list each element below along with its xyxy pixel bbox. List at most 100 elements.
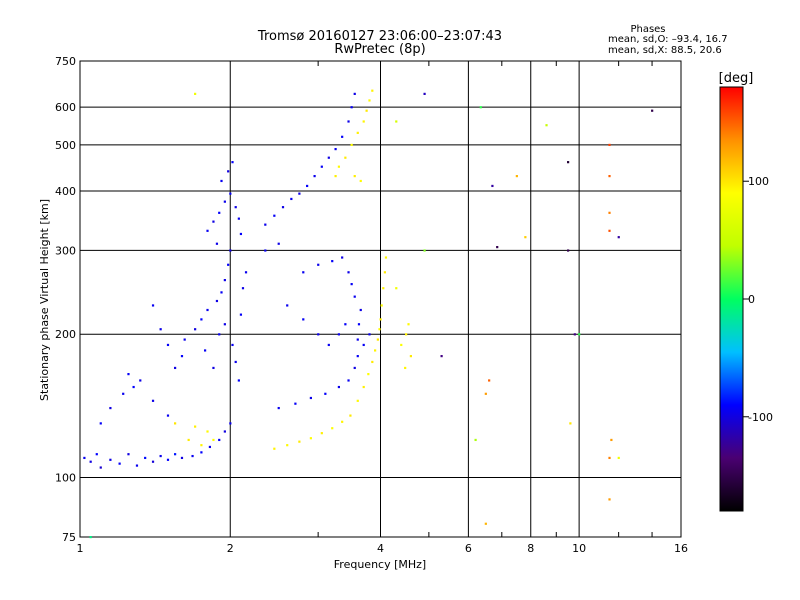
data-point bbox=[239, 313, 243, 316]
data-point bbox=[409, 355, 412, 358]
data-point bbox=[109, 458, 112, 461]
data-point bbox=[281, 206, 285, 209]
stats-line-x: mean, sd,X: 88.5, 20.6 bbox=[608, 45, 722, 56]
data-point bbox=[151, 460, 155, 463]
data-point bbox=[400, 343, 403, 347]
x-tick-label: 2 bbox=[227, 542, 234, 555]
data-point bbox=[273, 214, 276, 217]
data-point bbox=[294, 402, 297, 405]
data-point bbox=[337, 333, 341, 336]
colorbar-tick-label: -100 bbox=[748, 411, 773, 424]
chart-subtitle: RwPretec (8p) bbox=[334, 42, 425, 57]
data-point bbox=[194, 92, 197, 95]
data-point bbox=[200, 444, 203, 447]
data-point bbox=[223, 430, 226, 433]
data-point bbox=[491, 184, 494, 188]
data-point bbox=[212, 438, 215, 442]
data-point bbox=[378, 328, 381, 331]
data-point bbox=[306, 184, 309, 188]
data-point bbox=[524, 236, 527, 239]
data-point bbox=[298, 440, 301, 443]
data-point bbox=[118, 462, 121, 465]
data-point bbox=[356, 131, 359, 134]
data-point bbox=[223, 200, 226, 203]
data-point bbox=[349, 414, 352, 417]
data-point bbox=[89, 460, 92, 463]
y-tick-label: 750 bbox=[55, 55, 76, 68]
data-point bbox=[484, 522, 487, 525]
data-point bbox=[227, 263, 230, 266]
data-point bbox=[610, 438, 613, 442]
data-point bbox=[359, 179, 362, 183]
data-point bbox=[353, 366, 356, 370]
data-point bbox=[309, 437, 312, 440]
chart-title: Tromsø 20160127 23:06:00–23:07:43 bbox=[257, 29, 502, 44]
data-point bbox=[317, 333, 320, 336]
data-point bbox=[223, 323, 226, 326]
data-points bbox=[83, 89, 654, 539]
data-point bbox=[203, 349, 207, 352]
y-tick-label: 500 bbox=[55, 139, 76, 152]
data-point bbox=[144, 456, 147, 460]
data-point bbox=[89, 536, 92, 539]
data-point bbox=[302, 318, 305, 321]
data-point bbox=[231, 161, 234, 164]
data-point bbox=[356, 399, 359, 402]
x-tick-label: 8 bbox=[527, 542, 534, 555]
data-point bbox=[578, 333, 581, 336]
data-point bbox=[159, 328, 162, 331]
data-point bbox=[423, 92, 426, 95]
data-point bbox=[357, 323, 361, 326]
data-point bbox=[515, 174, 518, 178]
data-point bbox=[368, 99, 371, 102]
data-point bbox=[166, 458, 170, 461]
data-point bbox=[362, 120, 365, 123]
colorbar-label: [deg] bbox=[719, 71, 754, 86]
colorbar-tick-label: 100 bbox=[748, 175, 769, 188]
data-point bbox=[608, 174, 611, 178]
data-point bbox=[234, 206, 237, 209]
data-point bbox=[334, 147, 337, 151]
grid-lines bbox=[80, 61, 681, 537]
data-point bbox=[191, 454, 194, 458]
data-point bbox=[151, 304, 155, 307]
x-tick-label: 10 bbox=[572, 542, 586, 555]
data-point bbox=[334, 174, 337, 178]
data-point bbox=[404, 366, 407, 370]
data-point bbox=[371, 360, 374, 364]
data-point bbox=[474, 438, 477, 442]
data-point bbox=[220, 179, 223, 183]
data-point bbox=[273, 447, 276, 450]
data-point bbox=[166, 414, 170, 417]
data-point bbox=[353, 174, 356, 178]
data-point bbox=[484, 392, 487, 395]
data-point bbox=[180, 355, 184, 358]
data-point bbox=[608, 229, 611, 232]
data-point bbox=[290, 197, 293, 201]
data-point bbox=[215, 242, 219, 245]
data-point bbox=[241, 287, 245, 290]
data-point bbox=[359, 308, 362, 312]
data-point bbox=[350, 143, 353, 147]
data-point bbox=[313, 174, 316, 178]
data-point bbox=[380, 304, 383, 307]
data-point bbox=[337, 165, 341, 168]
data-point bbox=[608, 456, 611, 460]
data-point bbox=[356, 338, 359, 341]
stats-header: Phases bbox=[630, 24, 665, 35]
data-point bbox=[200, 318, 203, 321]
data-point bbox=[187, 438, 190, 442]
data-point bbox=[331, 260, 334, 263]
data-point bbox=[423, 249, 426, 252]
data-point bbox=[371, 89, 374, 92]
data-point bbox=[229, 422, 232, 425]
data-point bbox=[208, 445, 212, 449]
data-point bbox=[234, 360, 237, 364]
data-point bbox=[200, 451, 203, 454]
data-point bbox=[302, 271, 305, 274]
data-point bbox=[320, 432, 323, 435]
data-point bbox=[379, 318, 382, 321]
data-point bbox=[341, 256, 344, 259]
data-point bbox=[237, 217, 240, 220]
data-point bbox=[139, 379, 142, 382]
